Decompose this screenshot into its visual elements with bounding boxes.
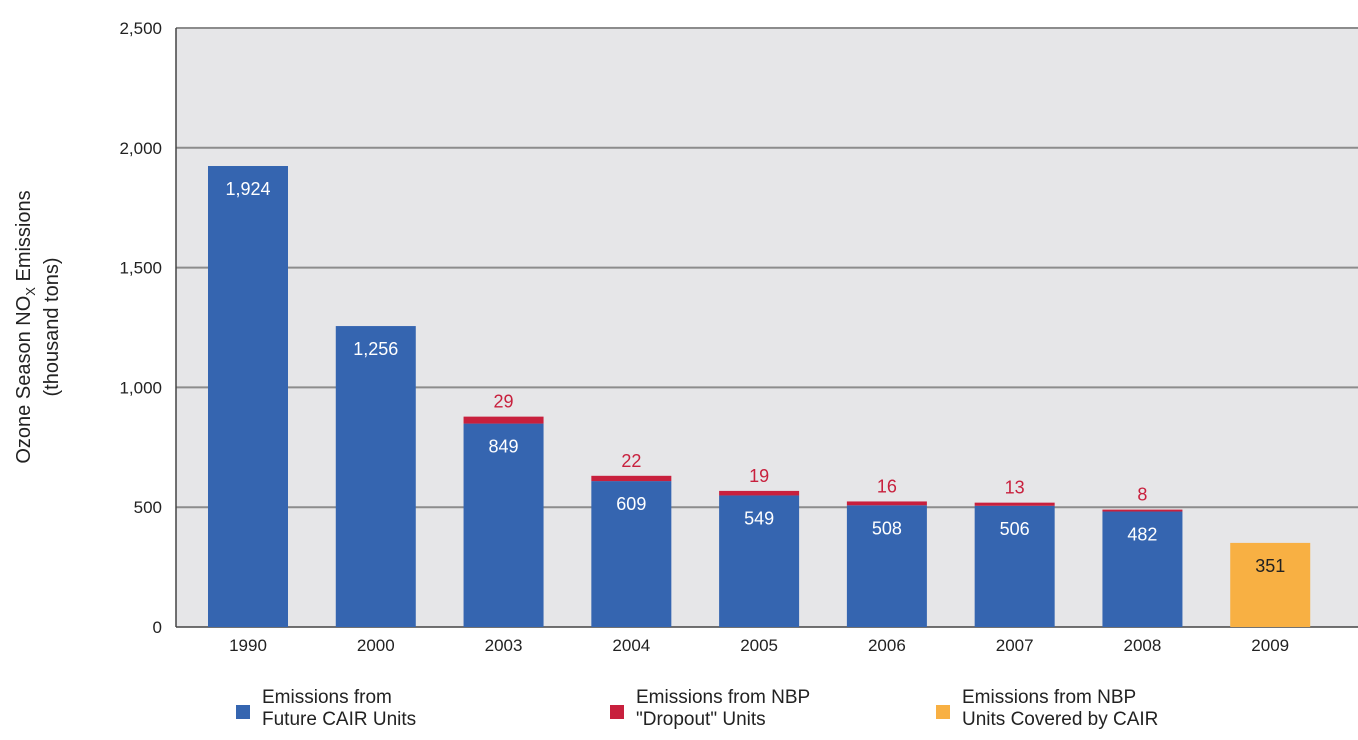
data-label: 508 <box>872 518 902 538</box>
x-tick-label: 2000 <box>357 636 395 655</box>
x-tick-label: 2009 <box>1251 636 1289 655</box>
x-tick-label: 2004 <box>612 636 650 655</box>
data-label: 549 <box>744 508 774 528</box>
y-tick-label: 500 <box>134 498 162 517</box>
bars: 1,924 1,256 849 29 609 22 549 19 508 16 506 13 482 8 3… <box>208 166 1311 628</box>
bar-2004-s1 <box>591 475 672 482</box>
data-label: 16 <box>877 476 897 496</box>
bar-2007-s1 <box>974 502 1055 506</box>
data-label: 19 <box>749 466 769 486</box>
bar-2005-s0 <box>719 495 800 627</box>
y-axis-title-line1: Ozone Season NOX Emissions <box>13 190 38 463</box>
data-label: 609 <box>616 494 646 514</box>
x-tick-label: 2003 <box>485 636 523 655</box>
y-axis-title-line2: (thousand tons) <box>41 258 63 397</box>
bar-2003-s0 <box>463 423 544 627</box>
y-axis-title: Ozone Season NOX Emissions(thousand tons… <box>13 190 63 463</box>
data-label: 22 <box>621 451 641 471</box>
bar-2000-s0 <box>335 326 416 627</box>
legend-label-dropout: Emissions from NBP "Dropout" Units <box>636 687 811 730</box>
legend-label-covered: Emissions from NBP Units Covered by CAIR <box>962 687 1159 730</box>
data-label: 8 <box>1137 485 1147 505</box>
y-tick-label: 0 <box>153 618 162 637</box>
data-label: 506 <box>1000 519 1030 539</box>
bar-2008-s0 <box>1102 511 1183 627</box>
legend-item-dropout: Emissions from NBP "Dropout" Units <box>610 687 856 731</box>
data-label: 13 <box>1005 478 1025 498</box>
data-label: 351 <box>1255 556 1285 576</box>
y-tick-label: 2,500 <box>119 19 162 38</box>
x-tick-label: 2006 <box>868 636 906 655</box>
bar-2007-s0 <box>974 505 1055 627</box>
legend-label-cair: Emissions from Future CAIR Units <box>262 687 417 730</box>
data-label: 1,924 <box>225 179 270 199</box>
x-tick-label: 2008 <box>1124 636 1162 655</box>
y-tick-label: 1,500 <box>119 259 162 278</box>
data-label: 482 <box>1127 525 1157 545</box>
legend-swatch-dropout <box>610 705 624 719</box>
bar-2005-s1 <box>719 490 800 496</box>
bar-2004-s0 <box>591 481 672 627</box>
x-tick-label: 1990 <box>229 636 267 655</box>
legend-item-cair: Emissions from Future CAIR Units <box>236 687 482 731</box>
y-tick-label: 2,000 <box>119 139 162 158</box>
y-axis-title-group: Ozone Season NOX Emissions(thousand tons… <box>13 190 63 463</box>
legend-swatch-covered <box>936 705 950 719</box>
x-axis-ticks: 1990 2000 2003 2004 2005 2006 2007 2008 2009 <box>229 636 1289 655</box>
x-tick-label: 2007 <box>996 636 1034 655</box>
data-label: 29 <box>494 392 514 412</box>
legend-swatch-cair <box>236 705 250 719</box>
data-label: 1,256 <box>353 339 398 359</box>
y-axis-ticks: 0 500 1,000 1,500 2,000 2,500 <box>119 19 162 637</box>
data-label: 849 <box>489 437 519 457</box>
bar-2009-s2 <box>1230 542 1311 627</box>
bar-1990-s0 <box>208 166 288 628</box>
bar-2003-s1 <box>463 416 544 424</box>
y-tick-label: 1,000 <box>119 378 162 397</box>
legend-item-covered: Emissions from NBP Units Covered by CAIR <box>936 687 1222 731</box>
bar-2006-s0 <box>846 505 927 627</box>
x-tick-label: 2005 <box>740 636 778 655</box>
bar-2008-s1 <box>1102 509 1183 512</box>
bar-2006-s1 <box>846 501 927 506</box>
